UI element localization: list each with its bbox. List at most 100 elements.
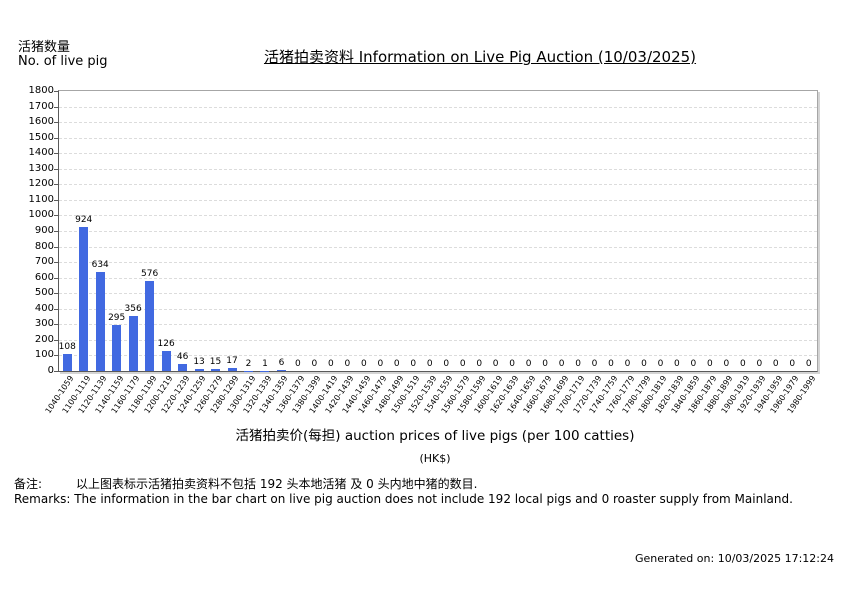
bar — [161, 351, 171, 371]
y-tick-label: 1400 — [28, 147, 54, 159]
bar — [95, 272, 105, 371]
y-tick-mark — [54, 293, 58, 295]
y-tick-mark — [54, 199, 58, 201]
bar-value-label: 0 — [641, 359, 647, 369]
bar-value-label: 0 — [707, 359, 713, 369]
y-tick-mark — [54, 137, 58, 139]
plot-area: 108 924 634 295 356 576 126 46 13 15 17 2 1 6 0 0 0 0 0 0 0 0… — [54, 90, 818, 372]
bar-value-label: 0 — [377, 359, 384, 369]
bar-value-label: 0 — [360, 359, 367, 369]
bar-value-label: 0 — [509, 359, 515, 369]
gridline — [59, 184, 817, 186]
gridline — [59, 168, 817, 170]
bar — [211, 368, 221, 371]
gridline — [59, 215, 817, 217]
bar-value-label: 0 — [772, 359, 779, 369]
x-axis-ticks: 1040-1059 1100-1119 1120-1139 1140-1159 1160… — [44, 372, 817, 424]
y-axis-title-en: No. of live pig — [18, 54, 108, 69]
bar — [62, 354, 72, 371]
y-tick-mark — [54, 91, 58, 92]
y-tick-label: 900 — [34, 225, 54, 236]
y-tick-label: 300 — [34, 318, 54, 330]
y-tick-mark — [54, 324, 58, 326]
gridline — [59, 339, 817, 341]
bar-value-label: 0 — [459, 359, 466, 369]
bar-value-label: 0 — [393, 359, 400, 369]
gridline — [59, 293, 817, 295]
y-tick-mark — [54, 355, 58, 357]
bar-value-label: 0 — [591, 359, 598, 369]
y-tick-mark — [54, 184, 58, 186]
y-tick-mark — [54, 122, 58, 124]
x-axis-title: 活猪拍卖价(每担) auction prices of live pigs (p… — [235, 428, 635, 444]
y-tick-mark — [54, 371, 58, 372]
bar — [128, 315, 138, 371]
y-tick-label: 1600 — [28, 116, 54, 128]
y-tick-mark — [54, 246, 58, 248]
bar-value-label: 0 — [328, 359, 334, 369]
bar-value-label: 6 — [278, 358, 285, 369]
y-tick-mark — [54, 339, 58, 341]
bar-value-label: 634 — [91, 260, 109, 271]
y-tick-label: 100 — [34, 349, 54, 361]
bar-value-label: 0 — [311, 359, 318, 369]
remark-zh-line: 备注: 以上图表标示活猪拍卖资料不包括 192 头本地活猪 及 0 头内地中猪的数… — [14, 475, 477, 492]
bar — [227, 368, 237, 371]
gridline — [59, 277, 817, 279]
y-tick-mark — [54, 168, 58, 170]
bar-value-label: 0 — [492, 359, 499, 369]
y-tick-mark — [54, 277, 58, 279]
y-tick-label: 400 — [34, 302, 54, 314]
bar — [79, 227, 89, 371]
bar — [145, 281, 155, 371]
bar-value-label: 0 — [426, 359, 433, 369]
bar-value-label: 1 — [262, 358, 268, 369]
bar-value-label: 0 — [443, 359, 450, 369]
gridline — [59, 246, 817, 248]
page-title: 活猪拍卖资料 Information on Live Pig Auction (… — [263, 48, 697, 66]
y-tick-mark — [54, 215, 58, 217]
bar-value-label: 356 — [124, 303, 142, 314]
gridline — [59, 153, 817, 155]
bar-value-label: 17 — [226, 356, 238, 367]
y-tick-mark — [54, 308, 58, 310]
bar-value-label: 2 — [245, 358, 252, 369]
y-axis-ticks: 0 100 200 300 400 500 600 700 800 900 1000 1100 1200… — [0, 85, 54, 376]
bar — [112, 325, 122, 371]
y-tick-label: 1500 — [28, 131, 54, 143]
bar-value-label: 576 — [141, 269, 159, 280]
bar-value-label: 0 — [789, 359, 796, 369]
bar — [178, 363, 188, 371]
y-tick-mark — [54, 106, 58, 108]
gridline — [59, 355, 817, 357]
y-tick-label: 1700 — [28, 100, 54, 112]
y-axis-title-zh: 活猪数量 — [18, 40, 71, 55]
y-tick-label: 1200 — [28, 178, 54, 190]
bar-value-label: 0 — [657, 359, 664, 369]
remark-en-line: Remarks: The information in the bar char… — [14, 492, 793, 506]
bar-value-label: 0 — [558, 359, 565, 369]
y-tick-mark — [54, 262, 58, 264]
bar-value-label: 46 — [176, 351, 189, 362]
y-tick-label: 1800 — [28, 85, 54, 96]
bar-value-label: 0 — [575, 359, 581, 369]
bar-value-label: 13 — [193, 356, 205, 367]
bar-value-label: 0 — [476, 359, 483, 369]
bar-value-label: 0 — [410, 359, 417, 369]
bar-value-label: 0 — [295, 359, 301, 369]
gridline — [59, 106, 817, 108]
bar — [194, 368, 204, 371]
y-tick-mark — [54, 231, 58, 232]
bar-value-label: 0 — [542, 359, 548, 369]
y-tick-label: 1300 — [28, 162, 54, 174]
gridline — [59, 308, 817, 310]
bar-value-label: 0 — [674, 359, 680, 369]
y-tick-label: 0 — [47, 365, 54, 376]
gridline — [59, 231, 817, 232]
bar-value-label: 0 — [624, 359, 631, 369]
y-tick-label: 1100 — [28, 193, 54, 205]
bar-value-label: 295 — [108, 313, 126, 324]
bar-value-label: 108 — [58, 342, 76, 353]
bar-value-label: 0 — [756, 359, 763, 369]
